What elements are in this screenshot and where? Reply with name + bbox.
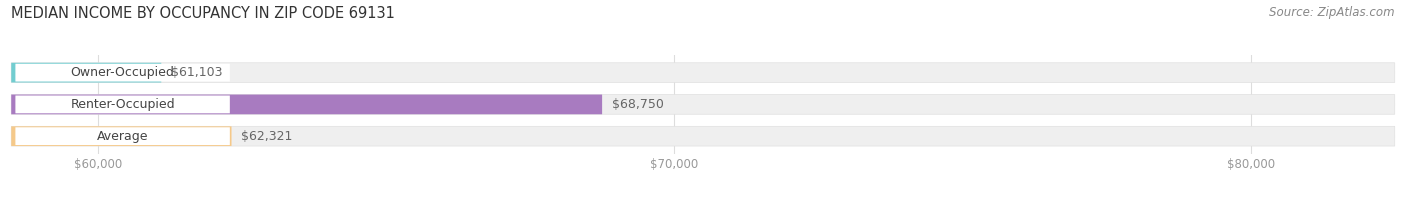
FancyBboxPatch shape: [11, 126, 1395, 146]
FancyBboxPatch shape: [15, 127, 229, 145]
FancyBboxPatch shape: [15, 64, 229, 82]
FancyBboxPatch shape: [11, 126, 232, 146]
FancyBboxPatch shape: [11, 95, 1395, 114]
FancyBboxPatch shape: [11, 63, 162, 83]
FancyBboxPatch shape: [15, 96, 229, 113]
Text: $62,321: $62,321: [242, 130, 292, 143]
FancyBboxPatch shape: [11, 95, 602, 114]
Text: Average: Average: [97, 130, 149, 143]
Text: $61,103: $61,103: [172, 66, 222, 79]
Text: Renter-Occupied: Renter-Occupied: [70, 98, 174, 111]
Text: Owner-Occupied: Owner-Occupied: [70, 66, 174, 79]
FancyBboxPatch shape: [11, 63, 1395, 83]
Text: Source: ZipAtlas.com: Source: ZipAtlas.com: [1270, 6, 1395, 19]
Text: MEDIAN INCOME BY OCCUPANCY IN ZIP CODE 69131: MEDIAN INCOME BY OCCUPANCY IN ZIP CODE 6…: [11, 6, 395, 21]
Text: $68,750: $68,750: [612, 98, 664, 111]
